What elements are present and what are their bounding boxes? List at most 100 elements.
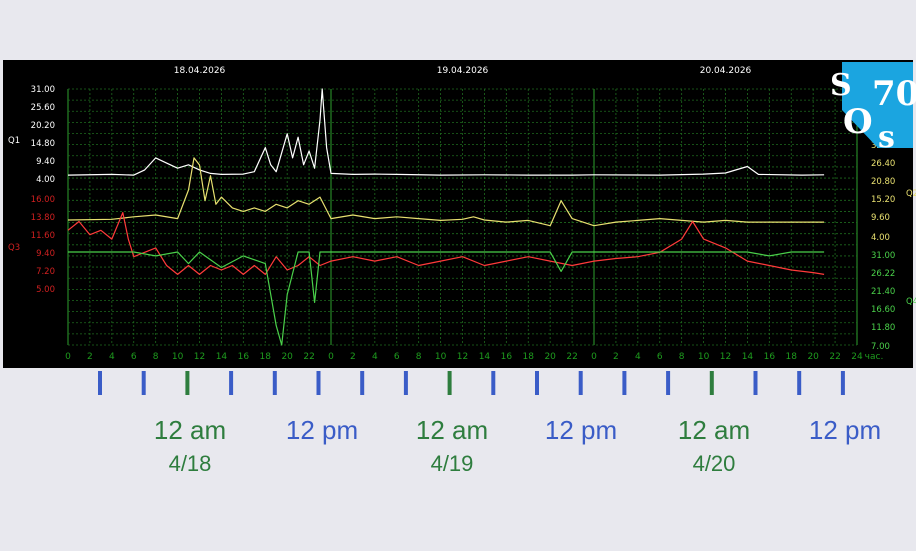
hour-tick-label: 0	[65, 352, 71, 362]
midnight-label: 12 am	[154, 415, 226, 445]
left-tick-label-q3: 5.00	[36, 285, 55, 295]
time-tick	[535, 371, 539, 395]
date-short-label: 4/18	[169, 451, 212, 476]
hour-tick-label: 24	[851, 352, 863, 362]
right-tick-label-q2: 9.60	[871, 213, 890, 223]
axis-name-q1: Q1	[8, 136, 20, 146]
hour-tick-label: 20	[544, 352, 556, 362]
hour-tick-label: 6	[394, 352, 400, 362]
hour-tick-label: 22	[829, 352, 840, 362]
right-tick-label-q4: 26.22	[871, 269, 895, 279]
time-tick	[316, 371, 321, 395]
hour-tick-labels: 0 2 4 6 8 10 12 14 16 18 20 22 0 2 4 6 8 10 12 14 16 18 20 22 0 2…	[65, 352, 883, 362]
left-tick-label-q1: 9.40	[36, 157, 55, 167]
left-tick-label-q3: 7.20	[36, 267, 55, 277]
hour-tick-label: 14	[742, 352, 754, 362]
right-tick-label-q4: 31.00	[871, 251, 895, 261]
noon-label: 12 pm	[809, 415, 881, 445]
left-tick-label-q1: 4.00	[36, 175, 55, 185]
chart-grid	[67, 88, 858, 346]
right-tick-label-q2: 4.00	[871, 233, 890, 243]
hour-unit-label: час.	[865, 352, 884, 362]
time-tick	[272, 371, 277, 395]
hour-tick-label: 4	[109, 352, 115, 362]
left-tick-label-q3: 13.80	[31, 213, 55, 223]
hour-tick-label: 8	[416, 352, 422, 362]
right-tick-label-q4: 21.40	[871, 287, 895, 297]
left-tick-label-q3: 11.60	[31, 231, 55, 241]
left-tick-label-q1: 14.80	[31, 139, 55, 149]
midnight-label: 12 am	[416, 415, 488, 445]
date-label: 18.04.2026	[174, 66, 226, 76]
hour-tick-label: 14	[216, 352, 228, 362]
hour-tick-label: 6	[131, 352, 137, 362]
hour-tick-label: 16	[501, 352, 513, 362]
time-tick	[622, 371, 627, 395]
right-tick-label-q2: 20.80	[871, 177, 895, 187]
hour-tick-label: 18	[523, 352, 535, 362]
axis-name-q2: Q2	[906, 189, 916, 199]
hour-tick-label: 0	[591, 352, 597, 362]
noon-label: 12 pm	[286, 415, 358, 445]
series-line-q3	[67, 212, 825, 275]
time-tick	[709, 371, 714, 395]
hour-tick-label: 8	[153, 352, 159, 362]
noon-label: 12 pm	[545, 415, 617, 445]
time-tick	[229, 371, 234, 395]
time-tick	[840, 371, 845, 395]
axis-name-q3: Q3	[8, 243, 20, 253]
right-tick-label-q4: 11.80	[871, 323, 895, 333]
logo: S 70O s	[830, 62, 916, 155]
left-tick-label-q1: 20.20	[31, 121, 55, 131]
date-label: 19.04.2026	[437, 66, 489, 76]
logo-letter-o: O	[843, 102, 873, 142]
logo-number: 70	[872, 74, 916, 114]
hour-tick-label: 14	[479, 352, 491, 362]
hour-tick-label: 16	[238, 352, 250, 362]
hour-tick-label: 22	[566, 352, 577, 362]
time-tick	[141, 371, 146, 395]
logo-background	[842, 62, 913, 148]
hour-tick-label: 10	[172, 352, 184, 362]
left-tick-label-q3: 16.00	[31, 195, 55, 205]
hour-tick-label: 12	[720, 352, 731, 362]
logo-letter-s-small: s	[878, 120, 895, 155]
axis-name-q4: Q4	[906, 297, 916, 307]
hour-tick-label: 4	[372, 352, 378, 362]
time-tick	[98, 371, 102, 395]
hour-tick-label: 12	[194, 352, 205, 362]
date-short-label: 4/19	[431, 451, 474, 476]
hour-tick-label: 20	[807, 352, 819, 362]
hour-tick-label: 20	[281, 352, 293, 362]
hour-tick-label: 2	[613, 352, 619, 362]
hour-tick-label: 2	[87, 352, 93, 362]
hour-tick-label: 6	[657, 352, 663, 362]
right-tick-label-q4: 7.00	[871, 342, 890, 352]
hour-tick-label: 18	[260, 352, 272, 362]
series-line-q1	[67, 88, 825, 176]
hour-tick-label: 4	[635, 352, 641, 362]
hour-tick-label: 22	[303, 352, 314, 362]
hour-tick-label: 10	[698, 352, 710, 362]
right-tick-label-q4: 16.60	[871, 305, 895, 315]
hour-tick-label: 2	[350, 352, 356, 362]
right-tick-label-q2: 15.20	[871, 195, 895, 205]
time-tick	[578, 371, 583, 395]
series-line-q4	[68, 251, 825, 346]
hour-tick-label: 0	[328, 352, 334, 362]
chart-background	[3, 60, 913, 368]
date-labels: 18.04.2026 19.04.2026 20.04.2026	[174, 66, 752, 76]
time-tick	[185, 371, 190, 395]
hour-tick-label: 18	[786, 352, 798, 362]
time-tick	[666, 371, 671, 395]
left-axis-labels: 31.00 25.60 20.20 14.80 9.40 4.00 Q1 16.00 13.80…	[8, 85, 55, 295]
midnight-label: 12 am	[678, 415, 750, 445]
left-tick-label-q1: 25.60	[31, 103, 55, 113]
time-tick	[797, 371, 802, 395]
series-lines	[67, 88, 825, 346]
time-tick	[753, 371, 758, 395]
hour-tick-label: 16	[764, 352, 776, 362]
series-line-q2	[67, 157, 825, 227]
time-tick	[360, 371, 365, 395]
